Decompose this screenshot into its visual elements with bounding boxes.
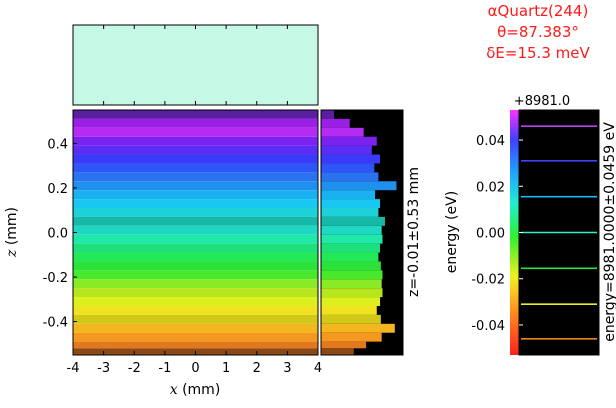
side-histogram-bar	[321, 323, 395, 333]
side-histogram-bar	[321, 136, 377, 146]
side-histogram-bar	[321, 252, 379, 262]
side-histogram-bar	[321, 243, 381, 253]
side-histogram-bar	[321, 163, 375, 173]
side-histogram-bar	[321, 297, 381, 306]
intensity-band	[73, 288, 318, 298]
side-histogram-bar	[321, 288, 383, 298]
energy-offset-label: +8981.0	[514, 94, 570, 109]
energy-tick-label: 0.04	[476, 134, 505, 149]
side-histogram-bar	[321, 154, 381, 164]
x-tick-label: 3	[283, 361, 291, 376]
y-axis-label: z (mm)	[4, 207, 20, 258]
intensity-band	[73, 297, 318, 306]
intensity-band	[73, 190, 318, 200]
intensity-band	[73, 181, 318, 191]
energy-width-label: δE=15.3 meV	[486, 44, 590, 62]
intensity-band	[73, 118, 318, 128]
intensity-band	[73, 261, 318, 271]
side-histogram-bar	[321, 261, 381, 271]
x-tick-label: -1	[158, 361, 171, 376]
x-axis-label: x (mm)	[170, 382, 221, 398]
side-histogram-bar	[321, 181, 397, 191]
energy-plot: 0.04 0.02 0.00 -0.02 -0.04 +8981.0 energy (e…	[444, 94, 616, 356]
x-tick-label: 1	[222, 361, 230, 376]
y-tick-label: -0.4	[43, 316, 68, 331]
intensity-band	[73, 163, 318, 173]
intensity-band	[73, 110, 318, 119]
side-histogram-bar	[321, 216, 385, 226]
intensity-band	[73, 306, 318, 315]
x-tick-label: -3	[97, 361, 110, 376]
side-histogram-bar	[321, 190, 376, 200]
x-tick-label: 4	[314, 361, 322, 376]
intensity-band	[73, 208, 318, 217]
y-tick-label: 0.0	[47, 227, 68, 242]
energy-summary-label: energy=8981.0000±0.0459 eV	[602, 122, 616, 342]
intensity-band	[73, 252, 318, 262]
energy-tick-label: 0.00	[476, 227, 505, 242]
side-histogram-bar	[321, 127, 364, 137]
side-histogram-bar	[321, 172, 379, 182]
side-histogram-bar	[321, 118, 350, 128]
energy-tick-label: -0.02	[471, 273, 505, 288]
intensity-band	[73, 199, 318, 208]
intensity-band	[73, 279, 318, 289]
side-histogram: z=-0.01±0.53 mm	[320, 109, 422, 356]
side-histogram-bar	[321, 348, 354, 355]
intensity-band	[73, 270, 318, 280]
y-tick-label: -0.2	[43, 271, 68, 286]
intensity-band	[73, 314, 318, 324]
crystal-label: αQuartz(244)	[488, 2, 589, 20]
intensity-band	[73, 172, 318, 182]
side-histogram-label: z=-0.01±0.53 mm	[406, 167, 422, 297]
side-histogram-bar	[321, 341, 367, 349]
side-histogram-bar	[321, 279, 382, 289]
x-tick-label: -4	[67, 361, 80, 376]
side-histogram-bar	[321, 225, 382, 235]
x-tick-label: 0	[191, 361, 199, 376]
energy-colorbar	[510, 110, 519, 355]
x-tick-label: -2	[128, 361, 141, 376]
intensity-band	[73, 341, 318, 349]
intensity-band	[73, 127, 318, 137]
side-histogram-bar	[321, 208, 379, 217]
top-histogram	[72, 24, 319, 106]
main-plot: -4 -3 -2 -1 0 1 2 3 4 0.4 0.2 0.0 -0.2 -0.4 x (mm) z…	[4, 109, 322, 398]
energy-tick-label: -0.04	[471, 319, 505, 334]
top-histogram-area	[72, 24, 319, 106]
y-tick-label: 0.2	[47, 182, 68, 197]
energy-tick-label: 0.02	[476, 180, 505, 195]
intensity-band	[73, 323, 318, 333]
intensity-band	[73, 332, 318, 342]
y-tick-label: 0.4	[47, 137, 68, 152]
side-histogram-bar	[321, 234, 383, 244]
side-histogram-bar	[321, 145, 372, 155]
intensity-band	[73, 136, 318, 146]
intensity-band	[73, 234, 318, 244]
theta-label: θ=87.383°	[497, 23, 579, 41]
intensity-band	[73, 225, 318, 235]
side-histogram-bar	[321, 110, 335, 119]
side-histogram-bar	[321, 270, 383, 280]
energy-axis-label: energy (eV)	[444, 191, 460, 273]
intensity-band	[73, 243, 318, 253]
side-histogram-bar	[321, 314, 381, 324]
side-histogram-bar	[321, 306, 377, 315]
x-tick-label: 2	[253, 361, 261, 376]
side-histogram-frame	[320, 109, 404, 356]
intensity-band	[73, 145, 318, 155]
intensity-band	[73, 216, 318, 226]
side-histogram-bar	[321, 332, 382, 342]
side-histogram-bar	[321, 199, 381, 208]
intensity-band	[73, 154, 318, 164]
